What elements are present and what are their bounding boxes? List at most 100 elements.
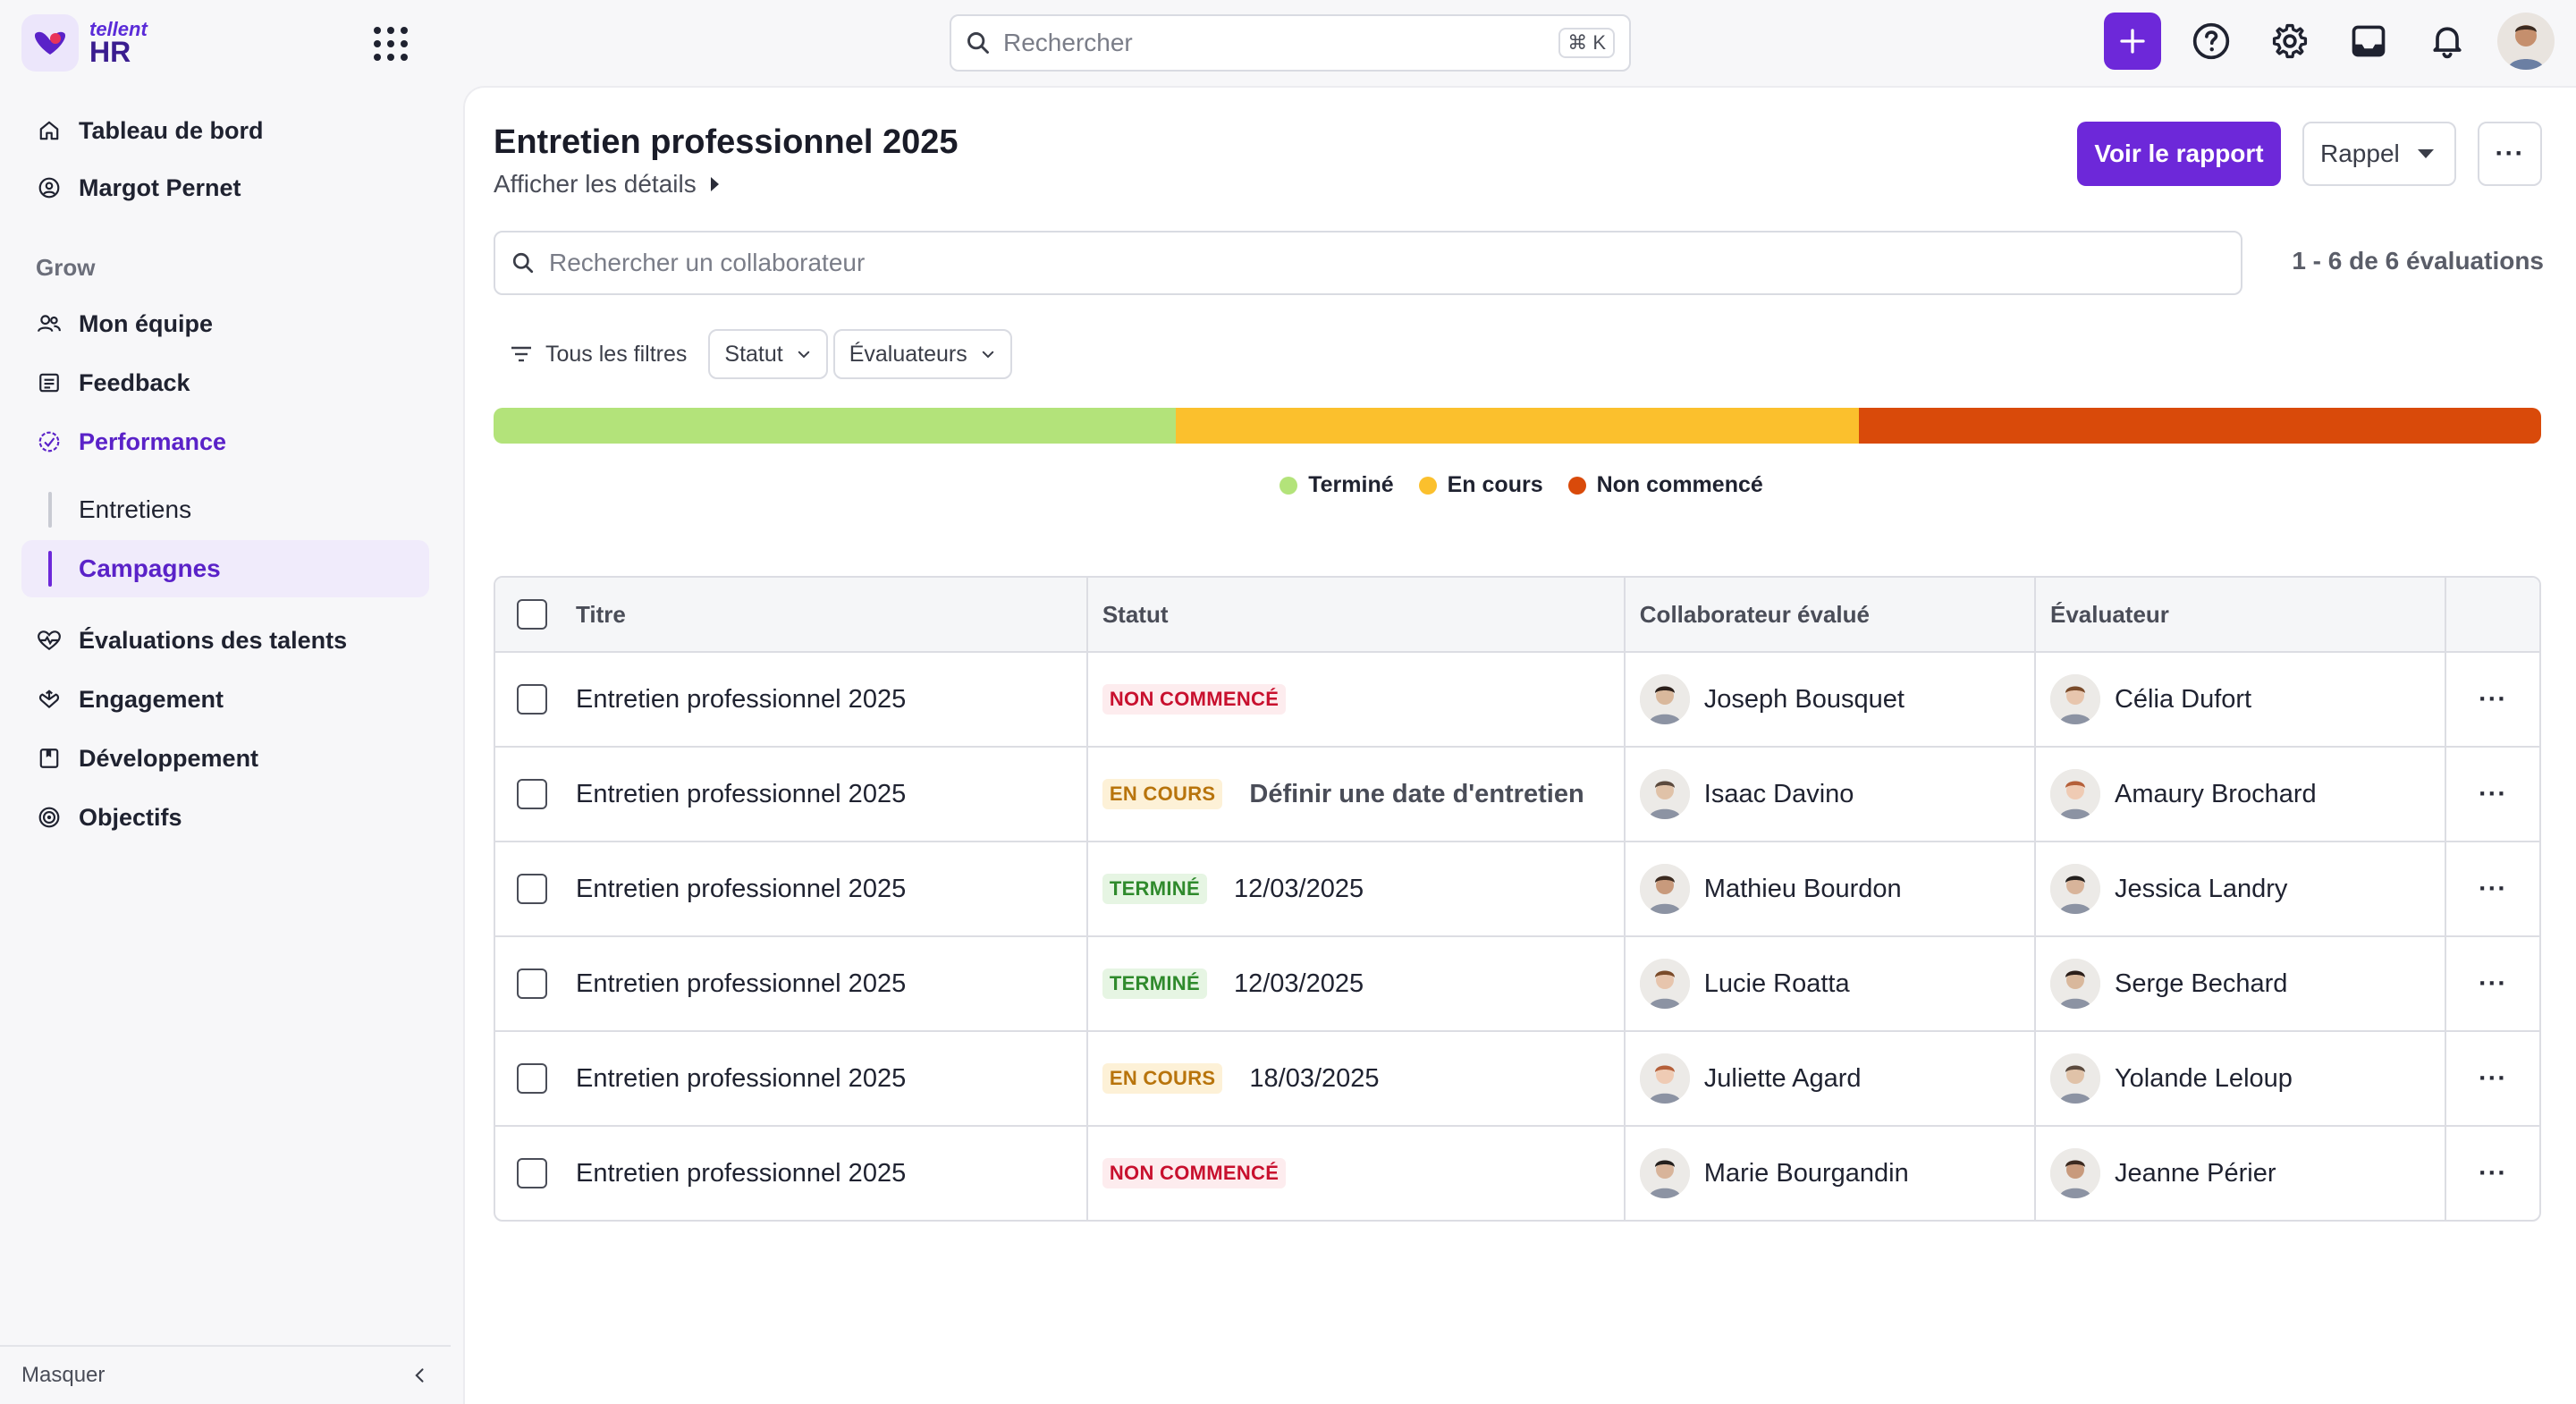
target-icon xyxy=(36,804,63,831)
brand-big: HR xyxy=(89,36,131,68)
evaluators-filter-dropdown[interactable]: Évaluateurs xyxy=(832,329,1012,379)
progress-segment xyxy=(494,408,1177,444)
collaborator-cell[interactable]: Juliette Agard xyxy=(1623,1032,2034,1125)
row-checkbox[interactable] xyxy=(517,779,547,809)
sidebar-item-engagement[interactable]: Engagement xyxy=(21,672,429,726)
collaborator-search-input[interactable]: Rechercher un collaborateur xyxy=(494,231,2242,295)
sidebar-item-label: Mon équipe xyxy=(79,309,213,337)
sidebar-item-team[interactable]: Mon équipe xyxy=(21,297,429,351)
all-filters-button[interactable]: Tous les filtres xyxy=(494,329,703,379)
avatar xyxy=(2049,769,2100,819)
row-title[interactable]: Entretien professionnel 2025 xyxy=(576,1158,907,1188)
filters-bar: Tous les filtres Statut Évaluateurs xyxy=(494,329,1012,379)
collaborator-name: Marie Bourgandin xyxy=(1703,1158,1909,1188)
collaborator-cell[interactable]: Mathieu Bourdon xyxy=(1623,842,2034,935)
header-collaborator[interactable]: Collaborateur évalué xyxy=(1623,578,2034,651)
apps-grid-icon[interactable] xyxy=(374,27,408,61)
select-all-checkbox[interactable] xyxy=(517,599,547,630)
status-detail: 12/03/2025 xyxy=(1233,968,1364,998)
sidebar-item-talent-reviews[interactable]: Évaluations des talents xyxy=(21,613,429,667)
app-logo[interactable]: tellent HR xyxy=(21,14,148,72)
inbox-icon[interactable] xyxy=(2340,13,2397,70)
status-cell: EN COURS 18/03/2025 xyxy=(1085,1032,1624,1125)
top-bar: tellent HR Rechercher ⌘ K xyxy=(0,0,2576,86)
notifications-bell-icon[interactable] xyxy=(2419,13,2476,70)
status-badge: TERMINÉ xyxy=(1102,968,1207,999)
table-row[interactable]: Entretien professionnel 2025 NON COMMENCÉ… xyxy=(495,651,2539,746)
table-row[interactable]: Entretien professionnel 2025 TERMINÉ 12/03… xyxy=(495,935,2539,1030)
status-detail[interactable]: Définir une date d'entretien xyxy=(1249,779,1584,808)
collaborator-cell[interactable]: Marie Bourgandin xyxy=(1623,1127,2034,1220)
create-button[interactable] xyxy=(2104,13,2161,70)
legend-label: En cours xyxy=(1447,472,1543,497)
evaluator-cell[interactable]: Jeanne Périer xyxy=(2033,1127,2445,1220)
row-actions-button[interactable]: ··· xyxy=(2445,748,2539,841)
status-badge: EN COURS xyxy=(1102,779,1223,809)
table-row[interactable]: Entretien professionnel 2025 TERMINÉ 12/03… xyxy=(495,841,2539,935)
sidebar-collapse[interactable]: Masquer xyxy=(0,1345,451,1404)
status-badge: NON COMMENCÉ xyxy=(1102,1158,1287,1188)
header-status[interactable]: Statut xyxy=(1085,578,1624,651)
row-title[interactable]: Entretien professionnel 2025 xyxy=(576,684,907,714)
evaluator-cell[interactable]: Célia Dufort xyxy=(2033,653,2445,746)
row-actions-button[interactable]: ··· xyxy=(2445,653,2539,746)
filter-icon xyxy=(511,346,531,362)
collaborator-name: Joseph Bousquet xyxy=(1703,684,1905,714)
row-checkbox[interactable] xyxy=(517,874,547,904)
sidebar-subitem-campagnes[interactable]: Campagnes xyxy=(21,540,429,597)
sidebar-item-feedback[interactable]: Feedback xyxy=(21,356,429,410)
row-title[interactable]: Entretien professionnel 2025 xyxy=(576,1063,907,1093)
status-cell: EN COURS Définir une date d'entretien xyxy=(1085,748,1624,841)
user-avatar[interactable] xyxy=(2497,13,2555,70)
row-actions-button[interactable]: ··· xyxy=(2445,1032,2539,1125)
sidebar-item-objectives[interactable]: Objectifs xyxy=(21,791,429,844)
title-cell: Entretien professionnel 2025 xyxy=(495,937,1086,1030)
legend-item-completed: Terminé xyxy=(1280,472,1394,498)
caret-right-icon xyxy=(710,177,719,191)
table-row[interactable]: Entretien professionnel 2025 EN COURS 18/0… xyxy=(495,1030,2539,1125)
settings-gear-icon[interactable] xyxy=(2261,13,2318,70)
global-search-input[interactable]: Rechercher ⌘ K xyxy=(950,14,1631,72)
sidebar-item-profile[interactable]: Margot Pernet xyxy=(21,161,429,215)
row-title[interactable]: Entretien professionnel 2025 xyxy=(576,779,907,808)
legend-dot xyxy=(1567,476,1586,495)
reminder-dropdown-button[interactable]: Rappel xyxy=(2302,122,2456,186)
sidebar-item-label: Feedback xyxy=(79,368,190,396)
view-report-button[interactable]: Voir le rapport xyxy=(2077,122,2281,186)
row-checkbox[interactable] xyxy=(517,1063,547,1094)
row-title[interactable]: Entretien professionnel 2025 xyxy=(576,874,907,903)
collaborator-cell[interactable]: Joseph Bousquet xyxy=(1623,653,2034,746)
sidebar-item-dashboard[interactable]: Tableau de bord xyxy=(21,104,429,157)
row-checkbox[interactable] xyxy=(517,968,547,999)
progress-legend: Terminé En cours Non commencé xyxy=(465,472,2576,498)
show-details-link[interactable]: Afficher les détails xyxy=(494,170,719,199)
table-row[interactable]: Entretien professionnel 2025 NON COMMENCÉ… xyxy=(495,1125,2539,1220)
table-row[interactable]: Entretien professionnel 2025 EN COURS Défi… xyxy=(495,746,2539,841)
status-filter-dropdown[interactable]: Statut xyxy=(708,329,828,379)
row-checkbox[interactable] xyxy=(517,684,547,715)
row-actions-button[interactable]: ··· xyxy=(2445,842,2539,935)
help-icon[interactable] xyxy=(2183,13,2240,70)
table-body: Entretien professionnel 2025 NON COMMENCÉ… xyxy=(495,651,2539,1220)
evaluator-cell[interactable]: Yolande Leloup xyxy=(2033,1032,2445,1125)
header-evaluator[interactable]: Évaluateur xyxy=(2033,578,2445,651)
more-options-button[interactable]: ··· xyxy=(2478,122,2542,186)
legend-label: Non commencé xyxy=(1596,472,1763,497)
collaborator-cell[interactable]: Isaac Davino xyxy=(1623,748,2034,841)
evaluator-cell[interactable]: Serge Bechard xyxy=(2033,937,2445,1030)
sidebar-subitem-entretiens[interactable]: Entretiens xyxy=(21,481,429,538)
header-title[interactable]: Titre xyxy=(576,600,626,628)
sidebar-item-development[interactable]: Développement xyxy=(21,732,429,785)
row-actions-button[interactable]: ··· xyxy=(2445,1127,2539,1220)
home-icon xyxy=(36,117,63,144)
evaluator-cell[interactable]: Jessica Landry xyxy=(2033,842,2445,935)
row-actions-button[interactable]: ··· xyxy=(2445,937,2539,1030)
status-detail: 18/03/2025 xyxy=(1249,1063,1380,1093)
row-checkbox[interactable] xyxy=(517,1158,547,1188)
sidebar-item-performance[interactable]: Performance xyxy=(21,415,429,469)
evaluator-cell[interactable]: Amaury Brochard xyxy=(2033,748,2445,841)
collaborator-cell[interactable]: Lucie Roatta xyxy=(1623,937,2034,1030)
row-title[interactable]: Entretien professionnel 2025 xyxy=(576,968,907,998)
avatar xyxy=(2049,674,2100,724)
status-progress-bar xyxy=(494,408,2541,444)
